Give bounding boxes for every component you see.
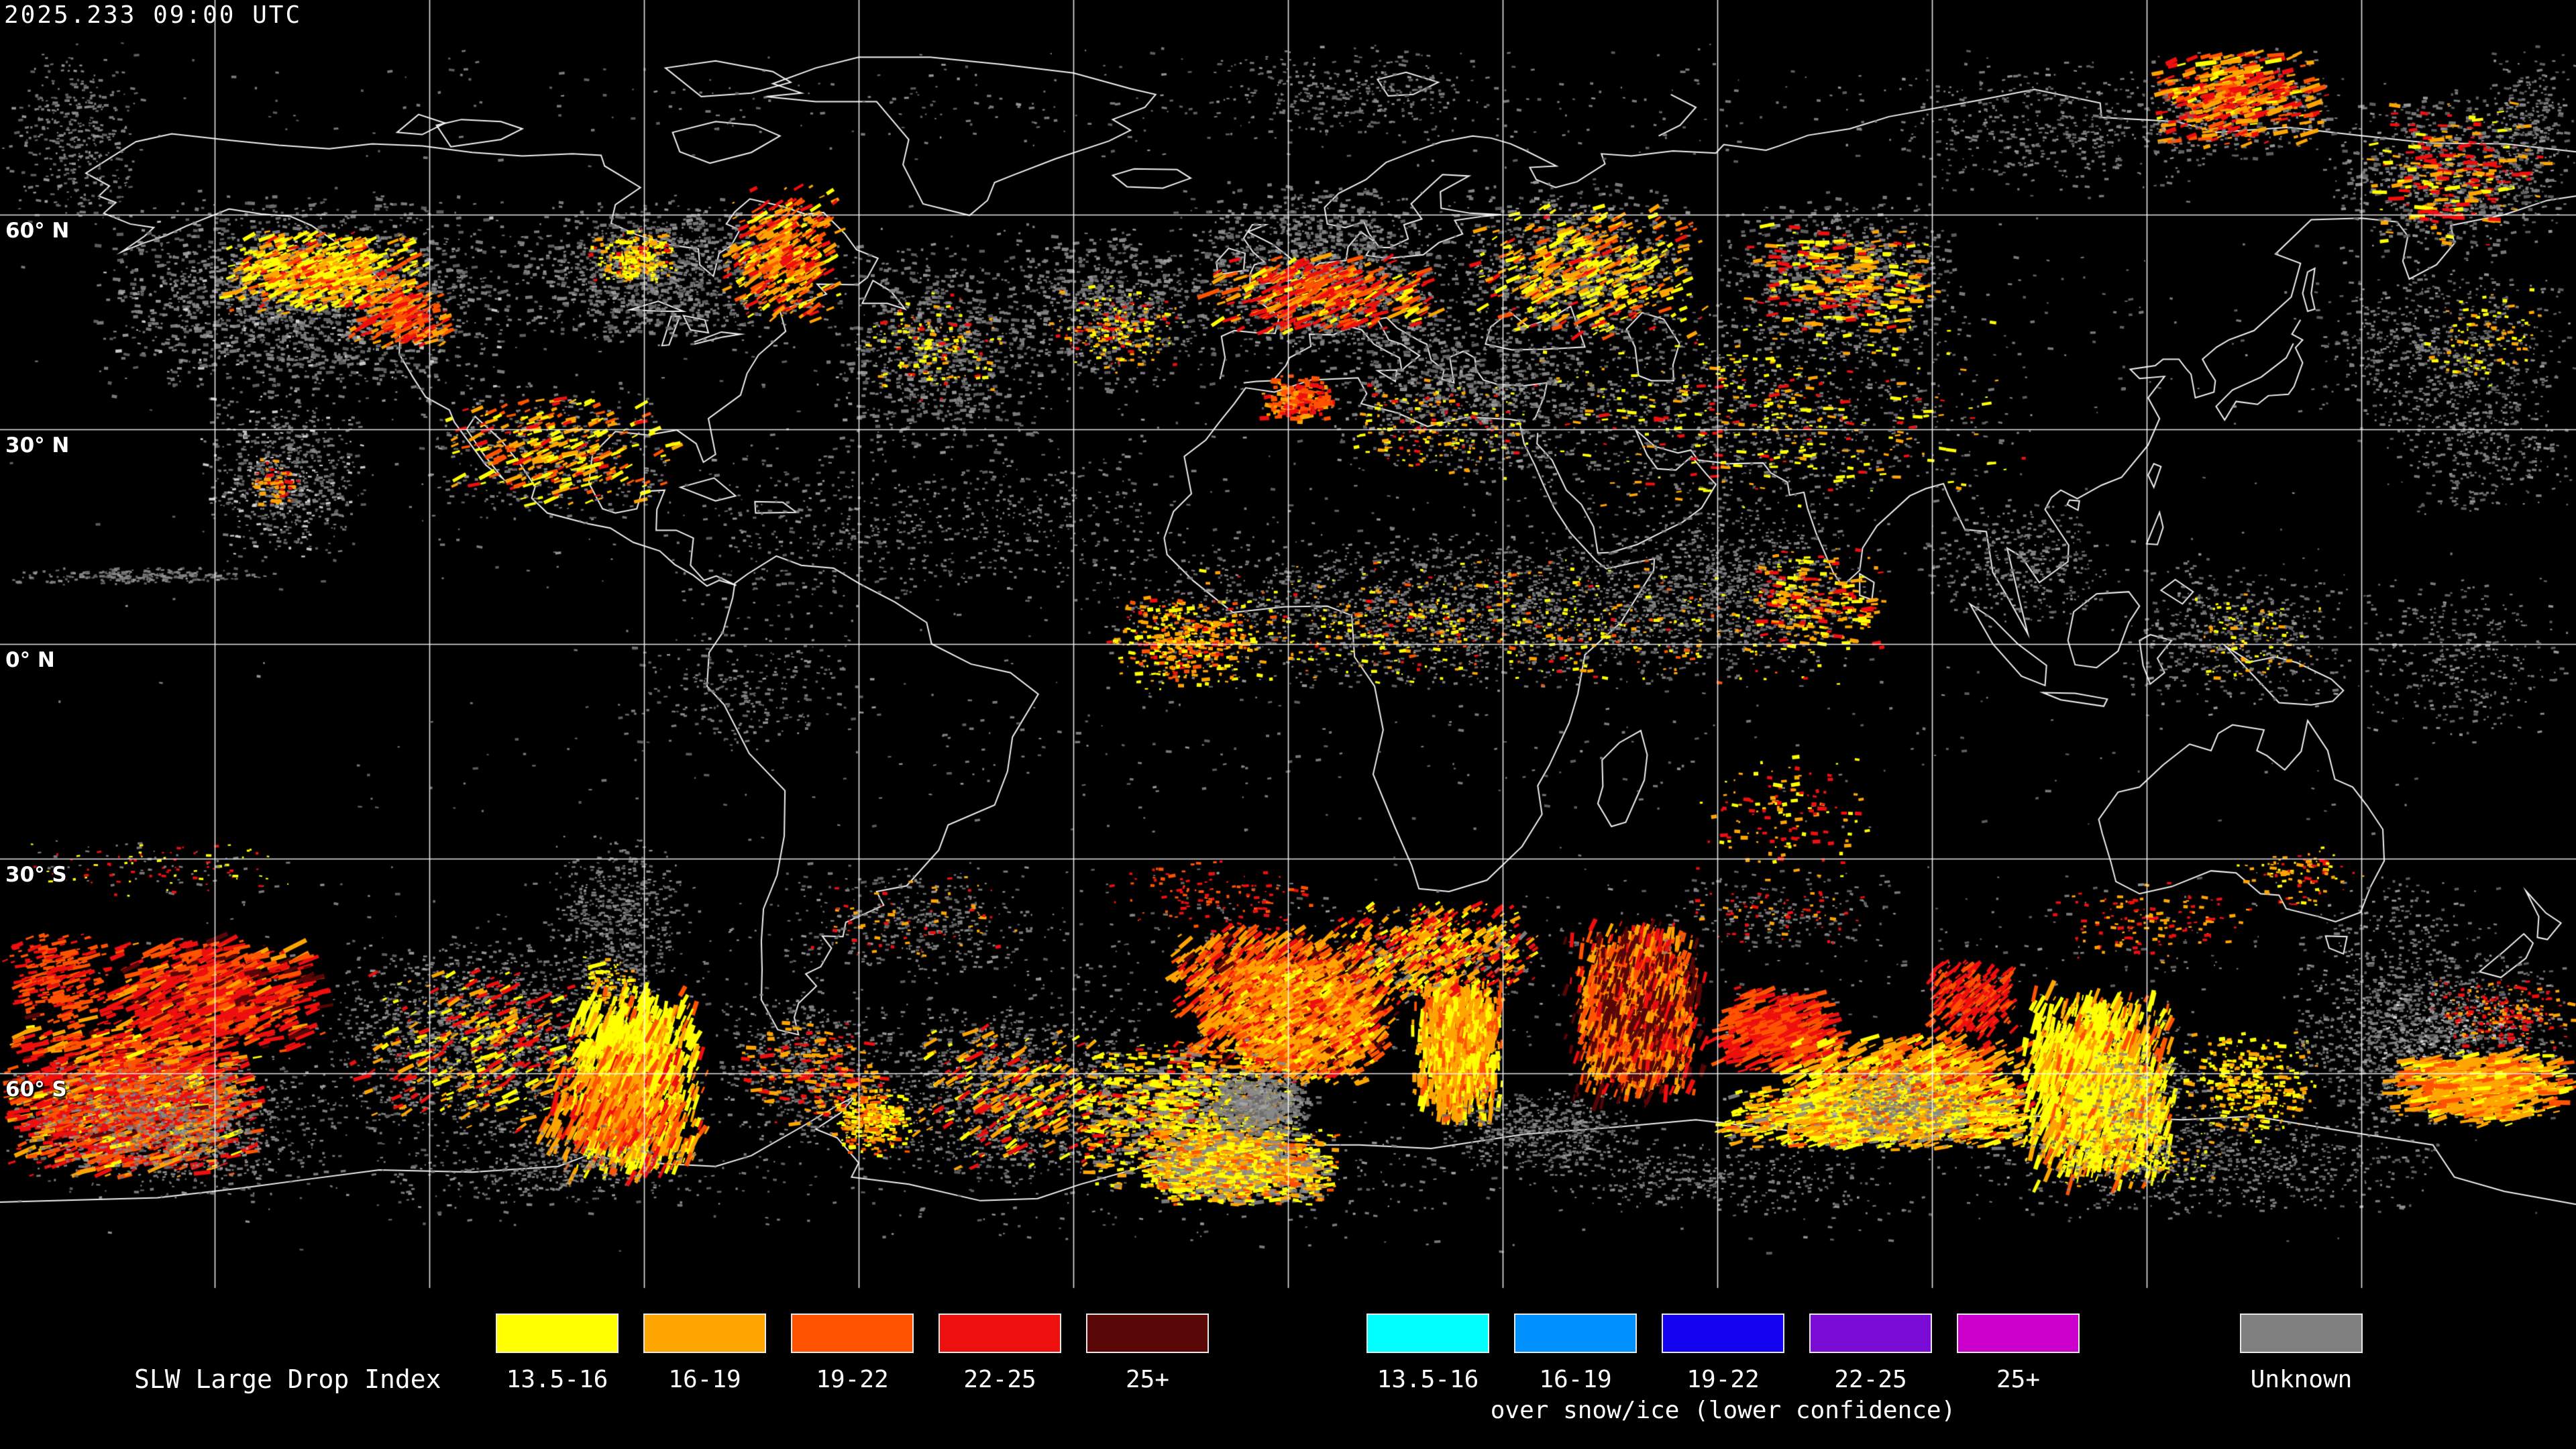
legend-bin-label: 16-19 [668, 1366, 741, 1393]
legend-swatch-legend-snow_bins-4 [1957, 1313, 2080, 1353]
legend-unknown-label: Unknown [2250, 1366, 2353, 1393]
legend-snow-caption: over snow/ice (lower confidence) [1490, 1397, 1956, 1424]
legend-title: SLW Large Drop Index [134, 1364, 441, 1394]
legend-swatch-legend-bins-2 [791, 1313, 914, 1353]
legend-bin-label: 19-22 [1686, 1366, 1760, 1393]
legend-bin-label: 25+ [1125, 1366, 1170, 1393]
legend-swatch-legend-snow_bins-1 [1514, 1313, 1637, 1353]
legend-bin-label: 22-25 [963, 1366, 1036, 1393]
legend-swatch-legend-bins-0 [496, 1313, 619, 1353]
legend: SLW Large Drop Index 13.5-16 16-19 19-22 22… [0, 1288, 2576, 1449]
legend-swatch-legend-snow_bins-3 [1809, 1313, 1932, 1353]
timestamp-label: 2025.233 09:00 UTC [4, 1, 303, 29]
lat-label: 60° S [5, 1077, 67, 1102]
lat-label: 0° N [5, 648, 55, 672]
lat-label: 30° S [5, 863, 67, 887]
legend-swatch-unknown [2240, 1313, 2363, 1353]
lat-label: 60° N [5, 219, 70, 243]
legend-bin-label: 13.5-16 [1377, 1366, 1479, 1393]
legend-swatch-legend-bins-3 [938, 1313, 1061, 1353]
legend-swatch-legend-snow_bins-2 [1662, 1313, 1784, 1353]
legend-swatch-legend-bins-4 [1086, 1313, 1209, 1353]
legend-bin-label: 16-19 [1539, 1366, 1612, 1393]
legend-bin-label: 25+ [1996, 1366, 2041, 1393]
legend-bin-label: 22-25 [1834, 1366, 1907, 1393]
lat-label: 30° N [5, 433, 70, 458]
legend-swatch-legend-snow_bins-0 [1366, 1313, 1489, 1353]
legend-bin-label: 13.5-16 [506, 1366, 608, 1393]
legend-bin-label: 19-22 [816, 1366, 889, 1393]
legend-swatch-legend-bins-1 [643, 1313, 766, 1353]
